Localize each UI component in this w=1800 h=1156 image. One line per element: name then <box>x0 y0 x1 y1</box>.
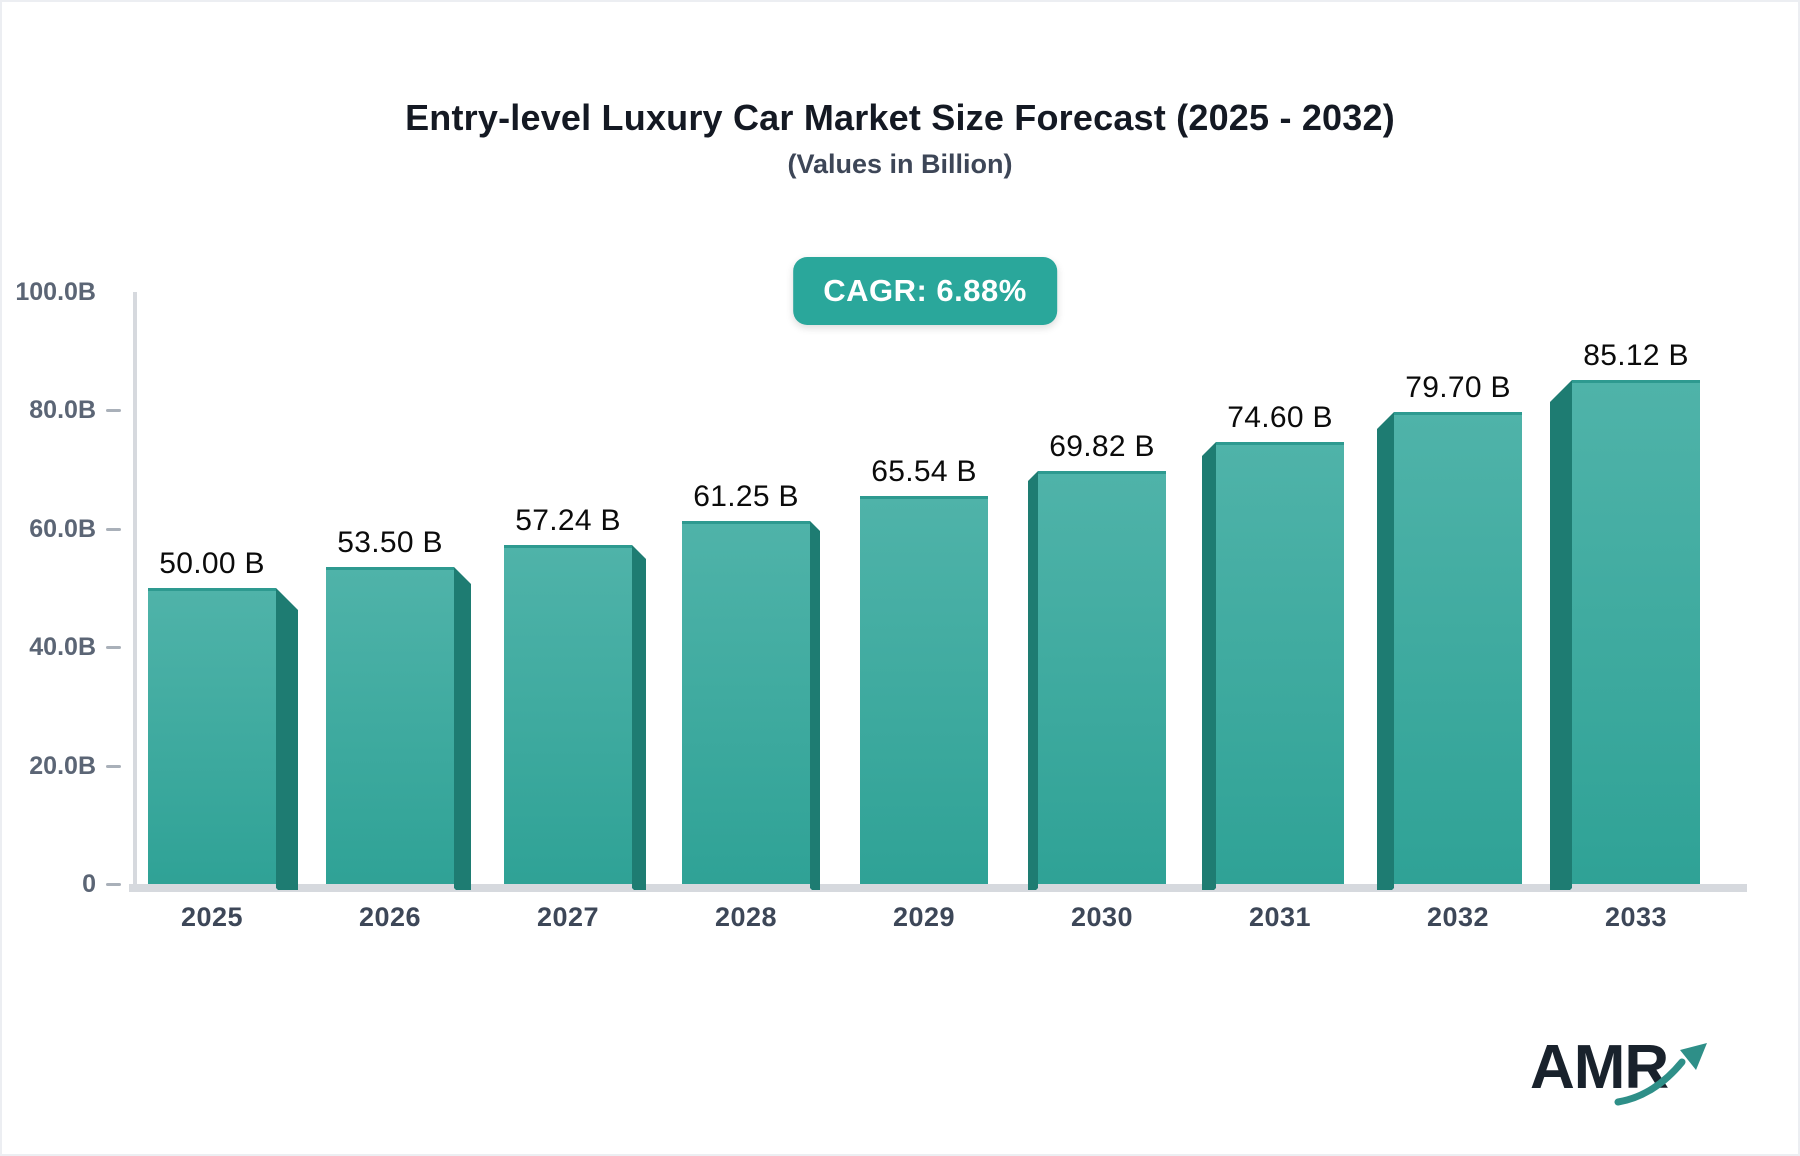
bar-value-label: 50.00 B <box>159 547 265 580</box>
x-tick-label-2027: 2027 <box>536 902 600 932</box>
x-tick-label-2025: 2025 <box>180 902 244 932</box>
bar-value-label: 85.12 B <box>1583 339 1689 373</box>
y-tick-label: 0 <box>82 870 96 898</box>
amr-logo: AMR <box>1530 1032 1720 1118</box>
y-tick-dash <box>106 764 121 768</box>
bar-front-face <box>1572 380 1700 884</box>
x-axis-line <box>129 884 1747 892</box>
y-tick-dash <box>106 646 121 650</box>
bar-front-face <box>1038 470 1166 884</box>
bar-value-label: 61.25 B <box>693 480 799 514</box>
y-tick-label: 20.0B <box>29 751 96 780</box>
growth-arrow-icon <box>1614 1043 1707 1106</box>
x-tick-label-2028: 2028 <box>714 902 778 932</box>
bars-layer: 50.00 B 53.50 B 57.24 B 61.25 B 65.54 B 69.82… <box>2 272 1798 890</box>
chart-title: Entry-level Luxury Car Market Size Forec… <box>405 97 1395 138</box>
bar-side-face <box>810 521 820 890</box>
bar-front-face <box>148 588 276 884</box>
bar-value-label: 53.50 B <box>337 526 443 560</box>
bar-front-face <box>504 545 632 884</box>
bar-front-face <box>682 521 810 884</box>
y-axis-line <box>133 292 137 892</box>
y-tick-label: 40.0B <box>29 633 96 662</box>
bar-side-face <box>276 588 298 890</box>
y-tick-dash <box>106 409 121 413</box>
x-tick-label-2031: 2031 <box>1248 902 1312 932</box>
bar-value-label: 57.24 B <box>515 504 621 538</box>
x-tick-label-2033: 2033 <box>1604 902 1668 932</box>
y-tick-label: 100.0B <box>15 278 96 306</box>
bar-side-face <box>1550 380 1572 890</box>
y-tick-label: 60.0B <box>29 514 96 543</box>
bar-front-face <box>1216 442 1344 884</box>
bar-value-label: 74.60 B <box>1227 401 1333 435</box>
y-tick-dash <box>106 883 121 886</box>
bar-side-face <box>1202 442 1216 890</box>
x-tick-label-2029: 2029 <box>892 902 956 932</box>
cagr-badge: CAGR: 6.88% <box>793 257 1057 325</box>
y-tick-label: 80.0B <box>29 396 96 425</box>
x-tick-label-2032: 2032 <box>1426 902 1490 932</box>
bar-value-label: 69.82 B <box>1049 429 1155 463</box>
bar-front-face <box>1394 412 1522 884</box>
x-tick-label-2030: 2030 <box>1070 902 1134 932</box>
chart-subtitle: (Values in Billion) <box>787 149 1013 179</box>
x-tick-label-2026: 2026 <box>358 902 422 932</box>
bar-side-face <box>1028 470 1038 890</box>
bar-side-face <box>632 545 646 890</box>
y-tick-dash <box>106 527 121 531</box>
bar-front-face <box>326 567 454 884</box>
bar-front-face <box>860 496 988 884</box>
bar-value-label: 65.54 B <box>871 455 977 488</box>
bar-side-face <box>1377 412 1394 890</box>
bar-value-label: 79.70 B <box>1405 371 1511 405</box>
bar-side-face <box>454 567 471 890</box>
